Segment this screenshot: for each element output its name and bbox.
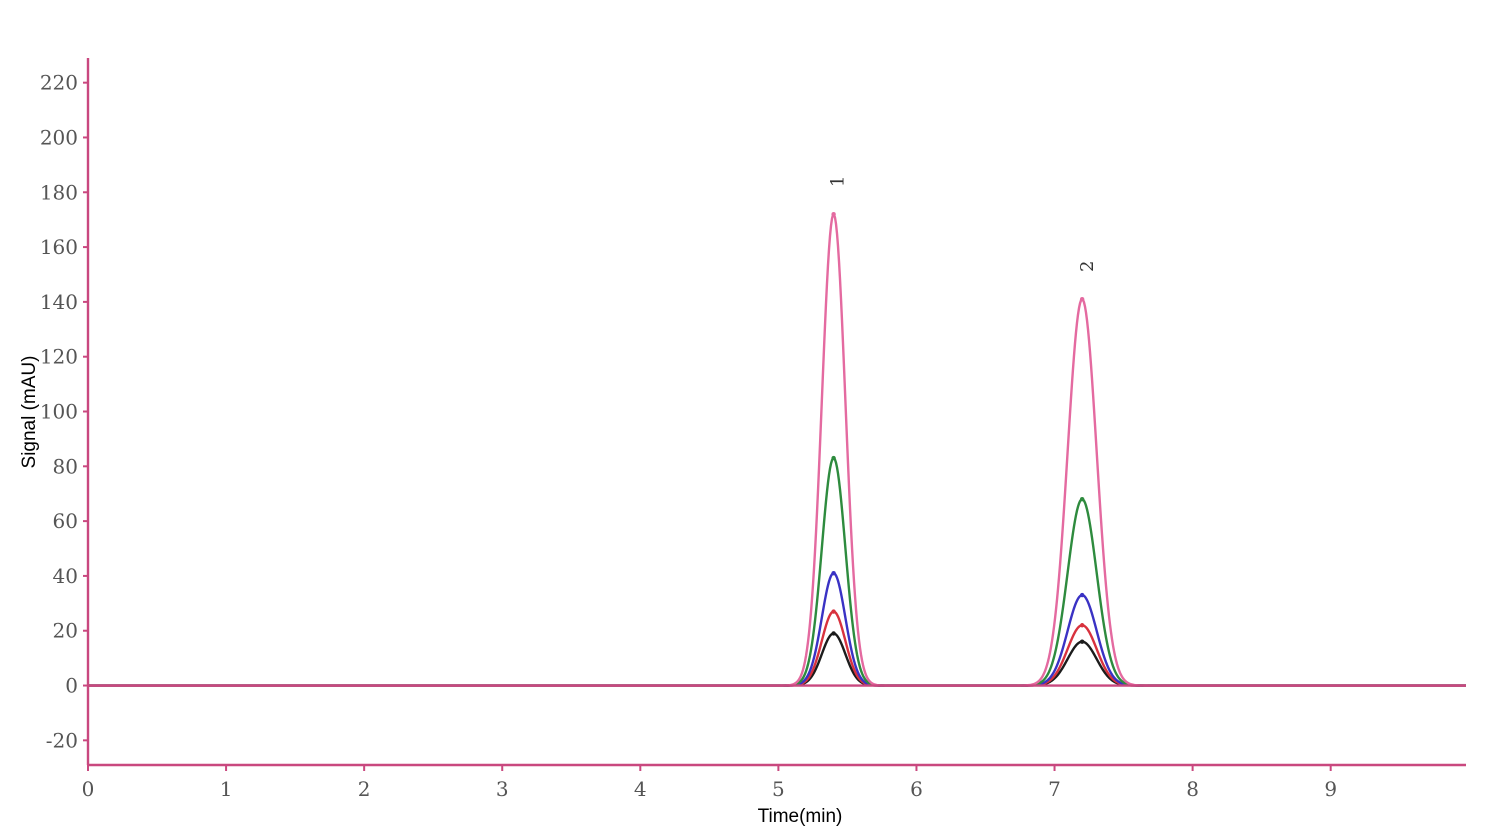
y-tick-label: 40	[53, 564, 78, 588]
y-tick-label: 220	[40, 71, 78, 95]
series-line	[88, 456, 1466, 687]
peak-apex-point	[1079, 296, 1085, 302]
y-tick-label: 60	[53, 509, 78, 533]
y-tick-label: -20	[46, 728, 78, 752]
x-tick-label: 3	[496, 777, 509, 801]
x-axis-title: Time(min)	[758, 806, 843, 827]
x-tick-label: 0	[82, 777, 95, 801]
peak-labels: 12	[827, 176, 1098, 272]
y-axis-ticks: -20 0 20 40 60 80 100 120 140 160 180 200 220	[40, 71, 88, 752]
y-tick-label: 100	[40, 400, 78, 424]
series-line	[88, 610, 1466, 687]
y-tick-label: 20	[53, 619, 78, 643]
series-line	[88, 632, 1466, 687]
peak-apex-point	[831, 211, 836, 217]
peak-apex-point	[831, 570, 836, 576]
y-tick-label: 140	[40, 290, 78, 314]
y-tick-label: 160	[40, 235, 78, 259]
x-tick-label: 8	[1186, 777, 1199, 801]
y-tick-label: 200	[40, 125, 78, 149]
y-tick-label: 0	[65, 674, 78, 698]
x-tick-label: 7	[1048, 777, 1061, 801]
peak-apex-point	[1079, 592, 1085, 598]
x-axis-ticks: 0 1 2 3 4 5 6 7 8 9	[82, 765, 1337, 801]
y-tick-label: 120	[40, 345, 78, 369]
peak-apex-point	[831, 455, 836, 461]
x-tick-label: 4	[634, 777, 647, 801]
x-tick-label: 9	[1324, 777, 1337, 801]
y-tick-label: 180	[40, 180, 78, 204]
x-tick-label: 1	[220, 777, 233, 801]
peak-apex-point	[831, 631, 836, 636]
peak-label: 1	[827, 176, 848, 187]
peak-apex-point	[1079, 639, 1085, 644]
y-axis-title: Signal (mAU)	[19, 356, 40, 469]
series-line	[88, 212, 1466, 687]
peak-label: 2	[1077, 261, 1098, 272]
y-tick-label: 80	[53, 454, 78, 478]
peak-apex-point	[831, 609, 836, 614]
series-layer	[88, 211, 1466, 687]
x-tick-label: 2	[358, 777, 371, 801]
x-tick-label: 5	[772, 777, 785, 801]
peak-apex-point	[1079, 623, 1085, 628]
series-line	[88, 572, 1466, 687]
peak-apex-point	[1079, 496, 1085, 502]
x-tick-label: 6	[910, 777, 923, 801]
